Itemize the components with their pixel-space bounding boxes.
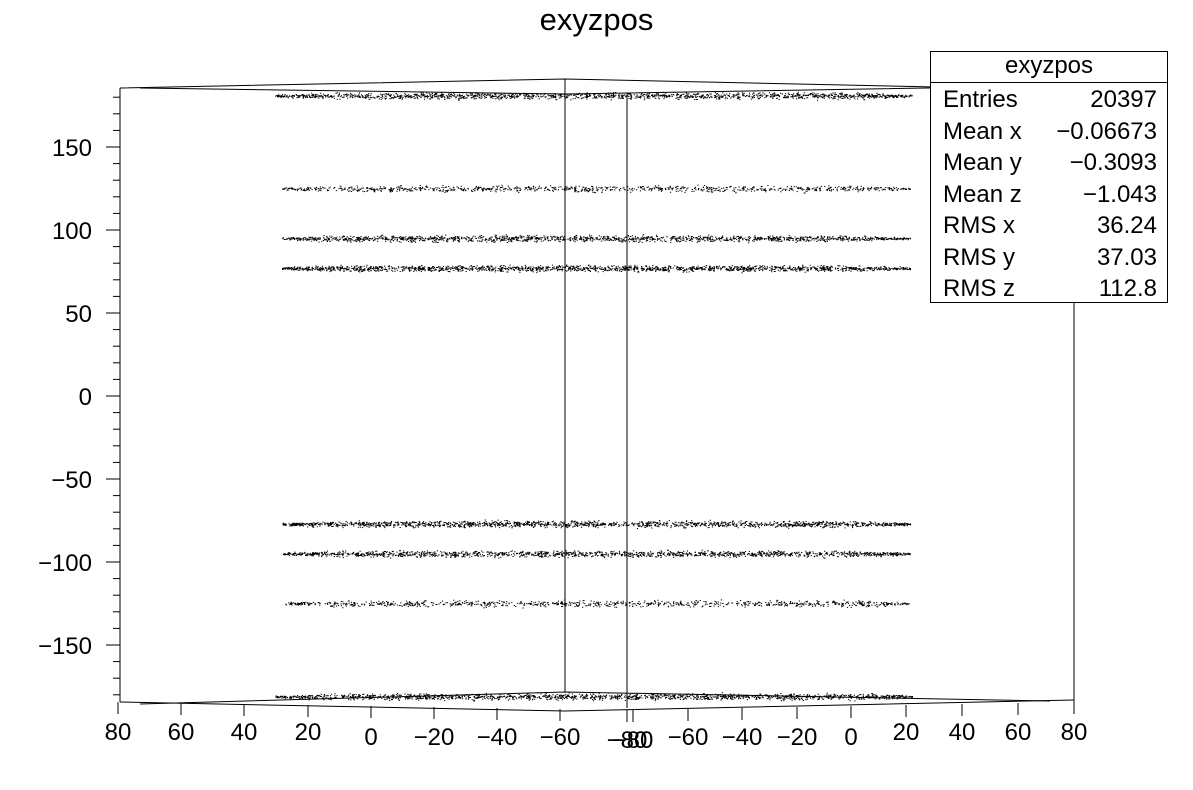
stats-row-mean-x: Mean x −0.06673 [943, 117, 1157, 145]
x-tick-label-right-5: 20 [893, 719, 920, 746]
stats-row-rms-x: RMS x 36.24 [943, 212, 1157, 239]
y-tick-label-1: 100 [52, 218, 92, 245]
point-band-4-dots [282, 519, 912, 529]
frame-bottom-edge [119, 699, 1075, 712]
x-tick-label-right-7: 60 [1005, 719, 1032, 746]
x-tick-label-left-1: 60 [168, 719, 195, 746]
point-band-0 [275, 91, 913, 101]
chart-title: exyzpos [539, 2, 654, 37]
point-band-6-dots [285, 599, 910, 609]
plot-frame [119, 78, 1075, 712]
point-band-3-dots [282, 264, 912, 274]
x-tick-label-right-2: −40 [722, 724, 763, 751]
x-tick-label-right-0: −80 [613, 727, 654, 754]
point-band-7 [275, 692, 913, 702]
point-band-6 [285, 599, 910, 609]
x-tick-label-left-3: 20 [295, 719, 322, 746]
frame-top-right-edge [119, 78, 1075, 702]
point-band-1 [282, 184, 911, 194]
y-tick-label-5: −100 [38, 550, 92, 577]
x-tick-label-left-0: 80 [105, 719, 132, 746]
point-band-4 [282, 519, 912, 529]
frame-top-inner-edge [139, 85, 1051, 95]
x-tick-label-left-5: −20 [414, 724, 455, 751]
stats-row-entries: Entries 20397 [943, 86, 1157, 113]
y-tick-label-4: −50 [51, 467, 92, 494]
x-tick-label-right-1: −60 [668, 724, 709, 751]
y-tick-label-2: 50 [65, 301, 92, 328]
stats-row-mean-y: Mean y −0.3093 [943, 149, 1157, 176]
stats-row-rms-z: RMS z 112.8 [943, 275, 1157, 302]
point-band-0-dots [275, 91, 913, 101]
point-band-1-dots [282, 184, 911, 194]
stats-row-rms-y: RMS y 37.03 [943, 243, 1157, 271]
stats-title: exyzpos [931, 52, 1167, 83]
x-tick-label-left-8: −80 [607, 727, 648, 754]
x-tick-label-right-8: 80 [1061, 719, 1088, 746]
x-tick-label-left-6: −40 [477, 724, 518, 751]
x-tick-label-right-3: −20 [777, 724, 818, 751]
x-tick-label-right-4: 0 [844, 724, 857, 751]
x-tick-label-left-4: 0 [364, 724, 377, 751]
stats-row-mean-z: Mean z −1.043 [943, 180, 1157, 208]
data-points [275, 91, 913, 702]
x-tick-label-left-2: 40 [231, 719, 258, 746]
stats-box: exyzpos Entries 20397 Mean x −0.06673 Me… [930, 51, 1168, 303]
point-band-3 [282, 264, 912, 274]
point-band-2-dots [282, 234, 911, 244]
point-band-5 [282, 549, 911, 559]
x-axis: 80 60 40 20 0 −20 −40 −60 −80−80 −60 −40 −20 0 20 40 60… [105, 702, 1088, 754]
y-axis: 150 100 50 0 −50 −100 −150 [38, 96, 120, 696]
y-tick-label-6: −150 [38, 633, 92, 660]
y-tick-label-3: 0 [79, 384, 92, 411]
x-tick-label-left-7: −60 [540, 724, 581, 751]
point-band-2 [282, 234, 911, 244]
point-band-7-dots [275, 692, 913, 702]
x-tick-label-right-6: 40 [949, 719, 976, 746]
point-band-5-dots [282, 549, 911, 559]
y-tick-label-0: 150 [52, 135, 92, 162]
